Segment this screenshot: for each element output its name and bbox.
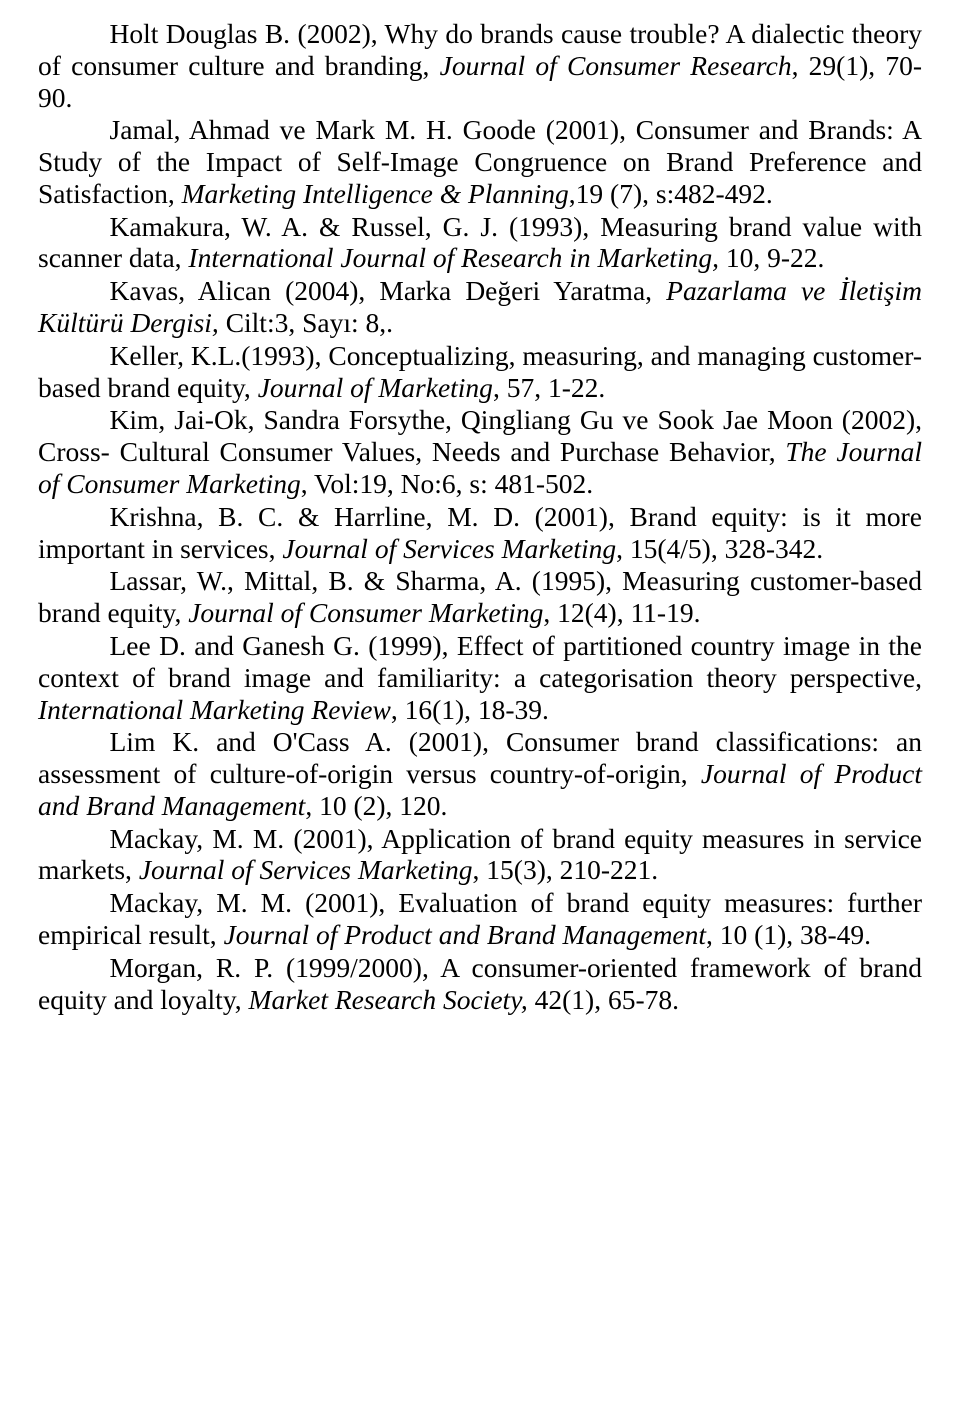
reference-text: , 10 (1), 38-49. — [706, 919, 871, 950]
reference-entry: Lassar, W., Mittal, B. & Sharma, A. (199… — [38, 565, 922, 629]
reference-journal: International Marketing Review — [38, 694, 391, 725]
reference-entry: Kim, Jai-Ok, Sandra Forsythe, Qingliang … — [38, 404, 922, 499]
reference-text: Cilt:3, Sayı: 8,. — [219, 307, 393, 338]
reference-journal: Journal of Consumer Marketing — [188, 597, 543, 628]
reference-entry: Mackay, M. M. (2001), Application of bra… — [38, 823, 922, 887]
reference-entry: Krishna, B. C. & Harrline, M. D. (2001),… — [38, 501, 922, 565]
reference-text: , 10 (2), 120. — [305, 790, 447, 821]
reference-text: 10, 9-22. — [719, 242, 824, 273]
reference-journal: Market Research Society, — [249, 984, 528, 1015]
reference-entry: Holt Douglas B. (2002), Why do brands ca… — [38, 18, 922, 113]
reference-text: Kavas, Alican (2004), Marka Değeri Yarat… — [110, 275, 667, 306]
reference-text: , 57, 1-22. — [493, 372, 605, 403]
reference-text: , 16(1), 18-39. — [391, 694, 549, 725]
reference-text: , 12(4), 11-19. — [543, 597, 700, 628]
reference-entry: Kavas, Alican (2004), Marka Değeri Yarat… — [38, 275, 922, 339]
reference-text: Lee D. and Ganesh G. (1999), Effect of p… — [38, 630, 922, 693]
reference-entry: Kamakura, W. A. & Russel, G. J. (1993), … — [38, 211, 922, 275]
reference-text: 42(1), 65-78. — [528, 984, 679, 1015]
reference-journal: Journal of Services Marketing — [282, 533, 616, 564]
reference-journal: Journal of Consumer Research — [440, 50, 792, 81]
reference-entry: Keller, K.L.(1993), Conceptualizing, mea… — [38, 340, 922, 404]
reference-entry: Lee D. and Ganesh G. (1999), Effect of p… — [38, 630, 922, 725]
references-list: Holt Douglas B. (2002), Why do brands ca… — [38, 18, 922, 1015]
reference-text: , 15(4/5), 328-342. — [616, 533, 823, 564]
reference-journal: Marketing Intelligence & Planning — [182, 178, 569, 209]
reference-journal: Journal of Product and Brand Management — [224, 919, 706, 950]
reference-text: , Vol:19, No:6, s: 481-502. — [301, 468, 593, 499]
reference-entry: Jamal, Ahmad ve Mark M. H. Goode (2001),… — [38, 114, 922, 209]
reference-entry: Morgan, R. P. (1999/2000), A consumer-or… — [38, 952, 922, 1016]
reference-journal: Journal of Marketing — [258, 372, 493, 403]
reference-text: , 15(3), 210-221. — [473, 854, 659, 885]
reference-entry: Lim K. and O'Cass A. (2001), Consumer br… — [38, 726, 922, 821]
reference-journal: International Journal of Research in Mar… — [188, 242, 719, 273]
reference-journal: Journal of Services Marketing — [139, 854, 473, 885]
reference-text: ,19 (7), s:482-492. — [569, 178, 773, 209]
reference-entry: Mackay, M. M. (2001), Evaluation of bran… — [38, 887, 922, 951]
